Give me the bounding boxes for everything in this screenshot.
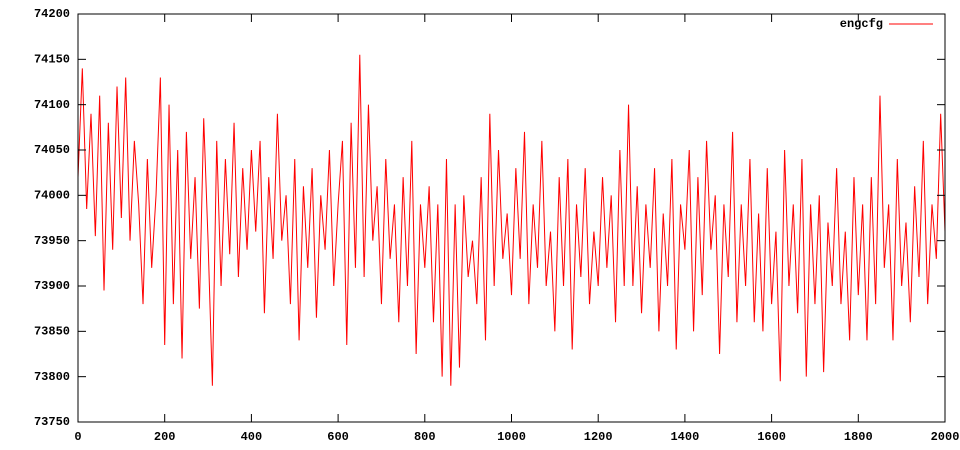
y-tick-label: 73850 bbox=[34, 325, 70, 339]
x-tick-label: 1800 bbox=[844, 430, 873, 444]
x-tick-label: 400 bbox=[241, 430, 263, 444]
x-tick-label: 200 bbox=[154, 430, 176, 444]
y-tick-label: 73950 bbox=[34, 234, 70, 248]
y-tick-label: 73900 bbox=[34, 279, 70, 293]
x-tick-label: 800 bbox=[414, 430, 436, 444]
y-tick-label: 73800 bbox=[34, 370, 70, 384]
y-tick-label: 73750 bbox=[34, 415, 70, 429]
y-tick-label: 74100 bbox=[34, 98, 70, 112]
y-tick-label: 74200 bbox=[34, 7, 70, 21]
x-tick-label: 1000 bbox=[497, 430, 526, 444]
y-tick-label: 74150 bbox=[34, 53, 70, 67]
x-tick-label: 0 bbox=[74, 430, 81, 444]
x-tick-label: 600 bbox=[327, 430, 349, 444]
x-tick-label: 1600 bbox=[757, 430, 786, 444]
plot-border bbox=[77, 13, 946, 423]
x-tick-label: 2000 bbox=[931, 430, 960, 444]
x-tick-label: 1400 bbox=[670, 430, 699, 444]
x-tick-label: 1200 bbox=[584, 430, 613, 444]
legend-label: engcfg bbox=[840, 17, 883, 31]
y-tick-label: 74000 bbox=[34, 189, 70, 203]
data-line bbox=[77, 54, 946, 386]
y-tick-label: 74050 bbox=[34, 143, 70, 157]
